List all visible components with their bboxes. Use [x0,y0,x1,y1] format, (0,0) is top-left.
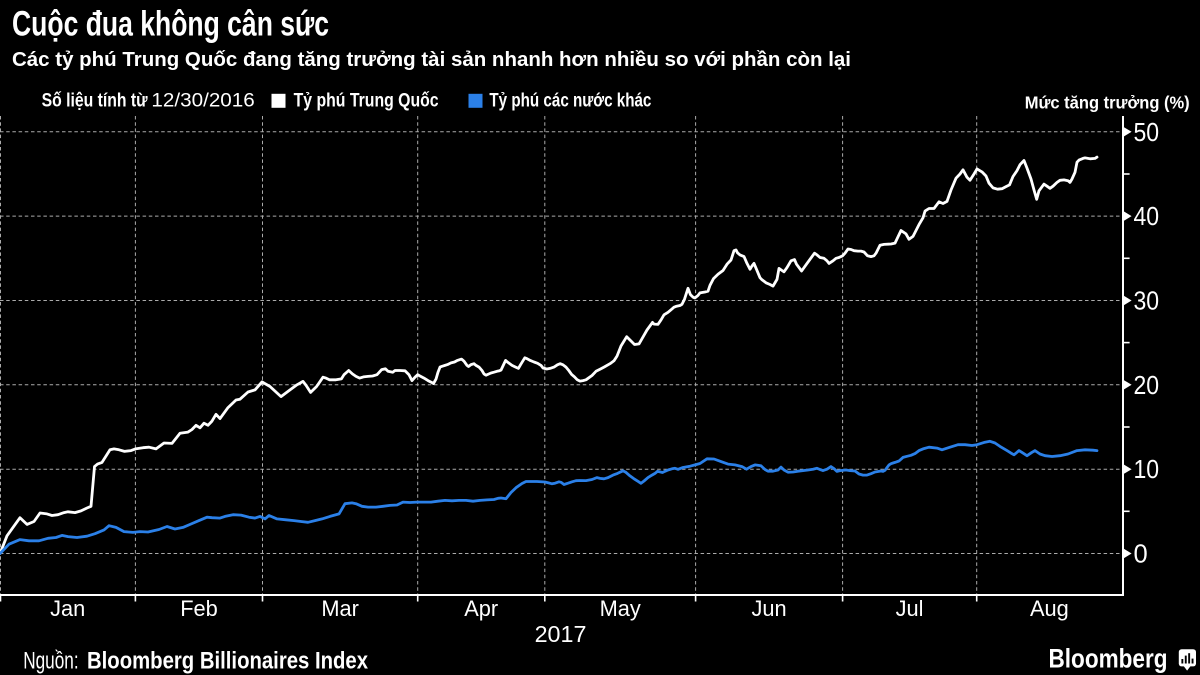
svg-text:Feb: Feb [180,596,218,621]
svg-text:10: 10 [1134,456,1160,484]
svg-text:Jan: Jan [50,596,85,621]
svg-text:Aug: Aug [1030,596,1069,621]
svg-text:Apr: Apr [464,596,498,621]
svg-text:12/30/2016: 12/30/2016 [151,89,254,111]
svg-text:Bloomberg Billionaires Index: Bloomberg Billionaires Index [87,648,369,675]
svg-text:20: 20 [1134,372,1160,400]
svg-text:Jul: Jul [896,596,924,621]
svg-text:40: 40 [1134,203,1160,231]
svg-text:Mar: Mar [321,596,359,621]
svg-text:50: 50 [1134,119,1160,147]
svg-text:Nguồn:: Nguồn: [23,648,78,675]
svg-text:Cuộc đua không cân sức: Cuộc đua không cân sức [12,5,329,44]
svg-text:Jun: Jun [752,596,787,621]
svg-text:Mức tăng trưởng (%): Mức tăng trưởng (%) [1025,93,1190,113]
svg-text:0: 0 [1134,541,1148,569]
svg-text:Số liệu tính từ: Số liệu tính từ [42,89,149,111]
svg-text:Tỷ phú các nước khác: Tỷ phú các nước khác [489,89,651,111]
svg-text:2017: 2017 [535,621,587,647]
svg-text:Các tỷ phú Trung Quốc đang tăn: Các tỷ phú Trung Quốc đang tăng trưởng t… [12,49,851,71]
svg-text:Tỷ phú Trung Quốc: Tỷ phú Trung Quốc [294,89,439,111]
svg-text:30: 30 [1134,288,1160,316]
svg-text:May: May [600,596,641,621]
svg-text:Bloomberg: Bloomberg [1049,644,1168,674]
